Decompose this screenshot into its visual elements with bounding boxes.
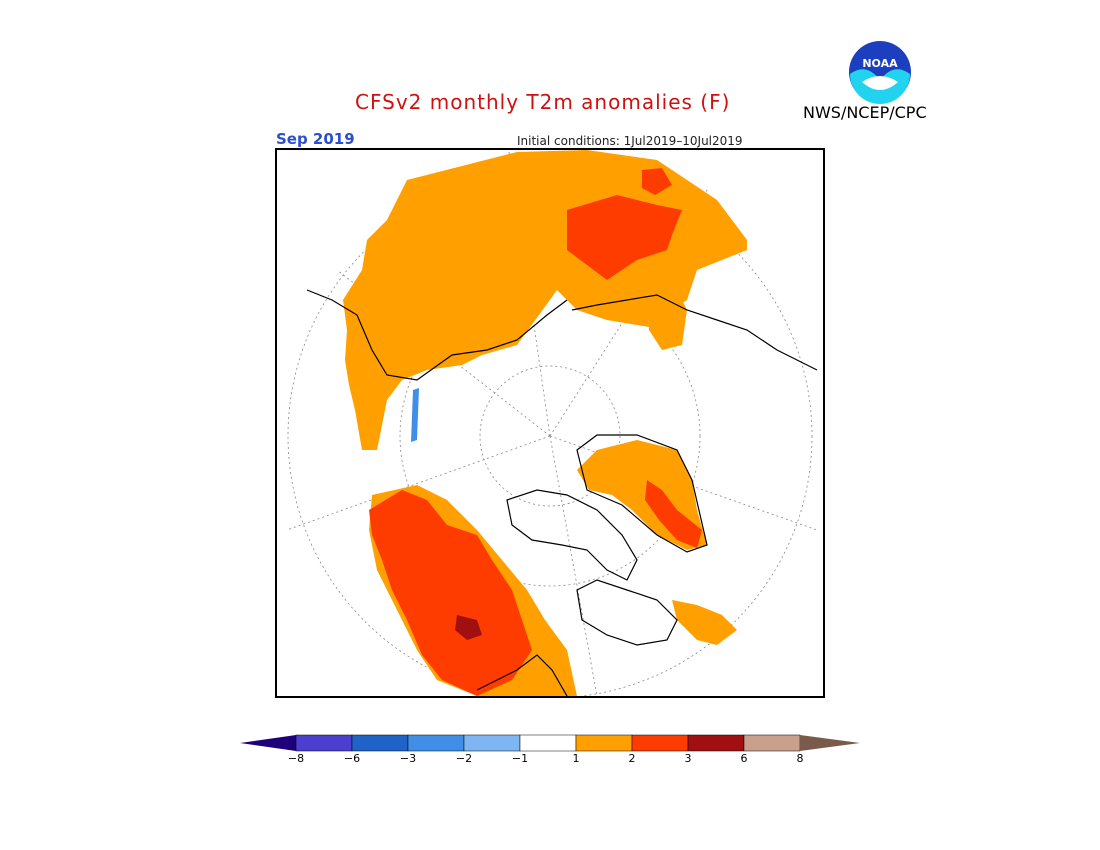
legend-tick: −1 [511,752,529,765]
initial-conditions-label: Initial conditions: 1Jul2019–10Jul2019 [517,134,743,148]
legend-ticks: −8 −6 −3 −2 −1 1 2 3 6 8 [240,752,860,768]
legend-tick: −6 [343,752,361,765]
legend-swatch-10 [800,735,860,751]
anomaly-europe [649,290,687,350]
noaa-logo-lettering: NOAA [862,57,898,70]
coastlines [306,289,818,696]
legend-swatch-7 [631,734,689,752]
legend-tick: 8 [796,752,804,765]
anomaly-west-us-dark [455,615,482,640]
noaa-logo: NOAA [849,41,911,104]
legend-tick: 2 [628,752,636,765]
legend-tick: −2 [455,752,473,765]
anomaly-hudson [672,600,737,645]
anomaly-siberia-core [567,195,682,280]
legend-swatch-5 [519,734,577,752]
polar-map [275,148,825,698]
legend-swatch-9 [743,734,801,752]
legend-tick: −3 [399,752,417,765]
anomaly-north-america-core [369,490,532,696]
legend-tick: 3 [684,752,692,765]
agency-label: NWS/NCEP/CPC [803,103,927,122]
forecast-period: Sep 2019 [276,130,355,148]
map-title: CFSv2 monthly T2m anomalies (F) [355,90,731,114]
legend-swatch-8 [687,734,745,752]
anomaly-eurasia [343,150,747,450]
legend-swatch-4 [463,734,521,752]
anomaly-greenland-core [645,480,702,548]
legend-swatch-0 [240,735,296,751]
anomaly-siberia-spot [642,168,672,195]
legend-swatch-3 [407,734,465,752]
legend-swatch-6 [575,734,633,752]
legend-tick: −8 [287,752,305,765]
legend-swatch-2 [351,734,409,752]
legend-tick: 1 [572,752,580,765]
legend-tick: 6 [740,752,748,765]
legend-colorbar [240,734,860,752]
legend-swatch-1 [295,734,353,752]
anomaly-cold-spot [411,388,419,442]
